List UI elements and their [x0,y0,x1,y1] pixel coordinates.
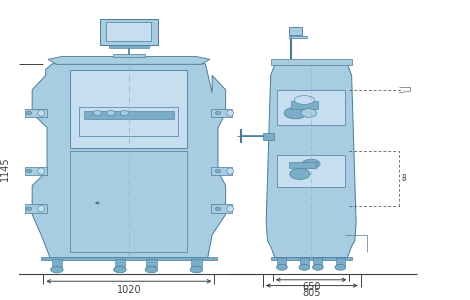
Ellipse shape [94,110,102,116]
Ellipse shape [38,110,45,116]
Ellipse shape [114,266,126,273]
Ellipse shape [107,110,115,116]
Ellipse shape [215,207,221,211]
Bar [70,70,188,148]
Ellipse shape [227,110,234,116]
Bar [25,167,47,176]
Ellipse shape [26,111,31,115]
Bar [115,260,125,267]
Bar [113,55,145,57]
Ellipse shape [299,264,310,270]
Ellipse shape [215,169,221,173]
Bar [70,151,188,252]
Bar [271,257,352,260]
Polygon shape [266,64,356,258]
Ellipse shape [227,206,234,212]
Ellipse shape [227,168,234,174]
Bar [313,258,322,265]
Bar [277,258,286,265]
Polygon shape [48,56,210,64]
Bar [191,260,202,267]
Ellipse shape [95,202,99,204]
Text: 650: 650 [302,282,321,292]
Ellipse shape [302,159,320,168]
Bar [146,260,157,267]
Bar [336,258,345,265]
Ellipse shape [313,264,323,270]
Ellipse shape [38,206,45,212]
Bar [25,109,47,117]
Bar [79,107,179,136]
Bar [289,162,316,168]
Bar [211,109,232,117]
Bar [300,258,309,265]
Bar [211,204,232,213]
Bar [84,112,174,119]
Text: 8: 8 [401,174,406,183]
Bar [41,257,217,260]
Ellipse shape [276,264,287,270]
Text: 805: 805 [303,288,321,298]
Ellipse shape [301,109,317,117]
Bar [211,167,232,176]
Bar [289,27,302,35]
Ellipse shape [26,207,31,211]
Ellipse shape [51,266,63,273]
Ellipse shape [294,96,314,104]
Bar [106,22,151,41]
Text: 1145: 1145 [0,157,10,181]
Ellipse shape [335,264,346,270]
Text: 1020: 1020 [117,285,141,295]
Bar [291,101,318,109]
Ellipse shape [38,168,45,174]
Bar [263,133,274,140]
Bar [277,90,345,124]
Bar [100,19,158,45]
Ellipse shape [190,266,203,273]
Ellipse shape [145,266,158,273]
Bar [277,155,345,187]
Bar [289,36,306,38]
Bar [109,45,149,48]
Ellipse shape [120,110,128,116]
Ellipse shape [26,169,31,173]
Bar [271,59,352,65]
Polygon shape [32,64,226,258]
Ellipse shape [290,168,310,179]
Ellipse shape [215,111,221,115]
Bar [25,204,47,213]
Bar [52,260,63,267]
Ellipse shape [284,107,306,119]
